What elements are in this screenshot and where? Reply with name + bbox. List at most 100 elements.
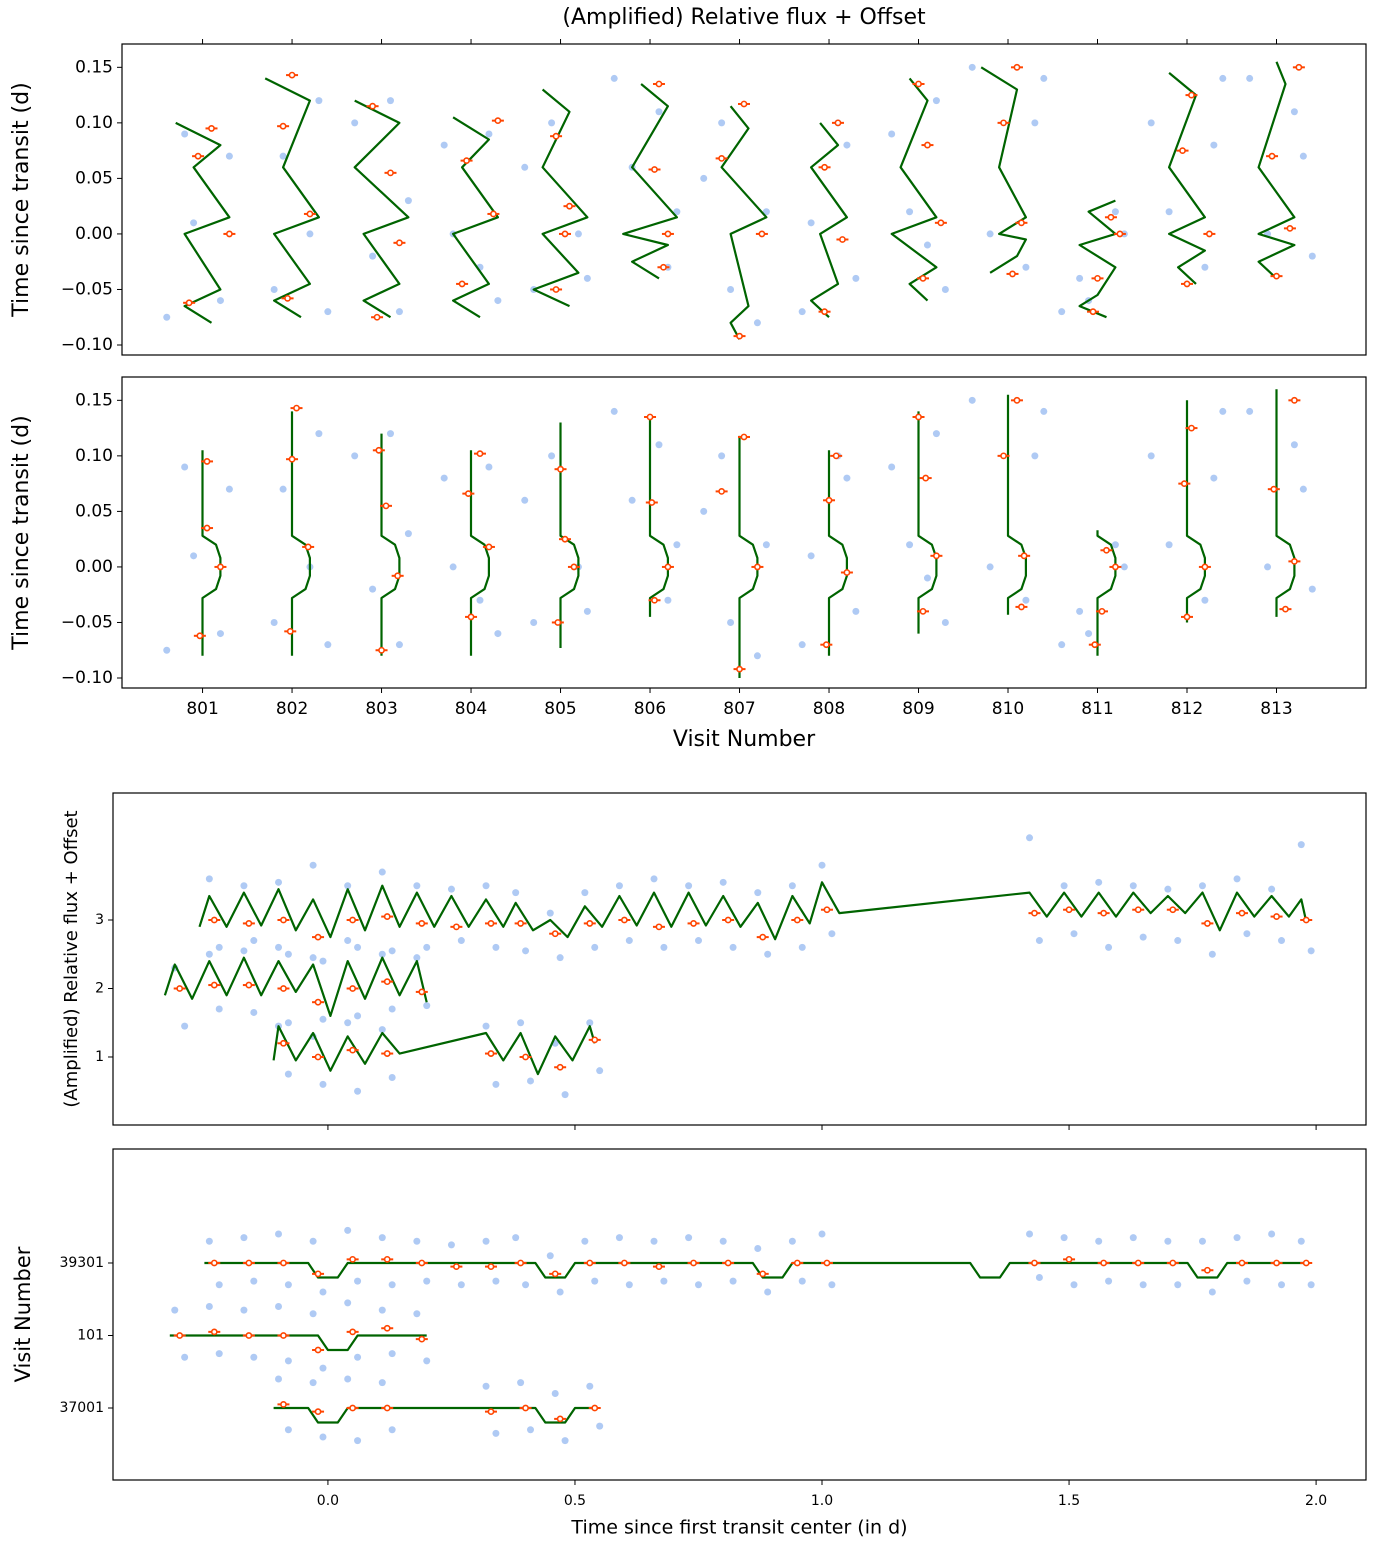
data-point [1139, 933, 1147, 941]
binned-point [366, 102, 379, 110]
data-point [1035, 937, 1043, 945]
data-point [610, 74, 618, 82]
data-point [388, 1350, 396, 1358]
binned-point [1018, 552, 1031, 560]
data-point [764, 950, 772, 958]
x-tick-label: 807 [723, 699, 755, 719]
binned-marker [740, 433, 748, 441]
plot-area [163, 834, 1315, 1099]
data-point [378, 1026, 386, 1034]
binned-marker [1302, 916, 1310, 924]
model-line [272, 1025, 596, 1076]
data-point [986, 230, 994, 238]
binned-marker [314, 1053, 322, 1061]
binned-marker [210, 916, 218, 924]
binned-marker [1094, 274, 1101, 282]
binned-marker [832, 452, 840, 460]
binned-point [1166, 906, 1179, 914]
binned-marker [556, 1063, 564, 1071]
binned-point [290, 404, 303, 412]
binned-marker [375, 446, 383, 454]
binned-marker [740, 100, 748, 108]
data-point [591, 943, 599, 951]
binned-marker [280, 985, 287, 992]
binned-marker [1000, 452, 1007, 460]
data-point [1035, 1273, 1043, 1281]
data-point [727, 618, 735, 626]
data-point [1095, 878, 1103, 886]
binned-marker [1273, 272, 1280, 280]
data-point [729, 943, 737, 951]
data-point [546, 909, 554, 917]
data-point [215, 1350, 223, 1358]
model-line [1168, 72, 1206, 285]
binned-point [1104, 213, 1117, 221]
plot-area [163, 61, 1316, 340]
binned-marker [552, 132, 560, 140]
binned-point [1185, 424, 1198, 432]
data-point [275, 1375, 283, 1383]
model-line [532, 88, 589, 308]
data-point [1299, 152, 1307, 160]
binned-point [820, 1259, 833, 1267]
binned-point [1270, 913, 1283, 920]
y-tick-label: 0.10 [75, 446, 113, 466]
binned-point [751, 563, 764, 571]
y-tick-label: 2 [95, 980, 104, 996]
data-point [215, 1281, 223, 1289]
data-point [225, 485, 233, 493]
data-point [888, 463, 896, 471]
binned-point [1288, 396, 1301, 404]
binned-point [183, 299, 196, 307]
binned-point [1091, 274, 1104, 282]
y-tick-label: 0.05 [75, 501, 113, 521]
data-point [673, 541, 681, 549]
x-tick-label: 1.5 [1058, 1493, 1080, 1509]
y-tick-label: −0.10 [61, 335, 113, 355]
data-point [190, 219, 198, 227]
binned-point [193, 632, 206, 640]
data-point [1031, 452, 1039, 460]
data-point [1026, 834, 1034, 842]
binned-point [514, 920, 527, 927]
binned-point [346, 985, 359, 992]
y-axis-label: Time since transit (d) [9, 415, 34, 650]
data-point [413, 954, 421, 962]
binned-point [277, 1400, 290, 1408]
data-point [700, 174, 708, 182]
data-point [764, 1288, 772, 1296]
data-point [171, 1306, 179, 1314]
binned-point [997, 119, 1010, 127]
data-point [1022, 596, 1030, 604]
binned-point [450, 923, 463, 931]
binned-point [277, 916, 290, 924]
binned-point [346, 1255, 359, 1263]
data-point [309, 1379, 317, 1387]
binned-marker [522, 1404, 529, 1412]
binned-marker [1091, 641, 1099, 649]
data-point [1164, 885, 1172, 893]
data-point [1268, 885, 1276, 893]
data-point [423, 943, 431, 951]
data-point [482, 1022, 490, 1030]
y-tick-label: 39301 [59, 1255, 104, 1271]
x-tick-label: 802 [276, 699, 308, 719]
binned-marker [176, 985, 184, 992]
data-point [583, 607, 591, 615]
binned-point [487, 210, 500, 218]
data-point [1129, 1234, 1137, 1242]
binned-point [818, 163, 831, 171]
data-point [1210, 141, 1218, 149]
binned-point [173, 1332, 186, 1339]
binned-point [372, 446, 385, 454]
x-tick-label: 810 [992, 699, 1024, 719]
data-point [1308, 252, 1316, 260]
binned-marker [793, 1259, 801, 1267]
binned-marker [1013, 396, 1021, 404]
binned-marker [793, 916, 801, 924]
binned-marker [620, 1259, 628, 1267]
axes-frame [112, 792, 1367, 1126]
binned-point [1181, 280, 1194, 288]
data-point [1147, 119, 1155, 127]
data-point [378, 1306, 386, 1314]
